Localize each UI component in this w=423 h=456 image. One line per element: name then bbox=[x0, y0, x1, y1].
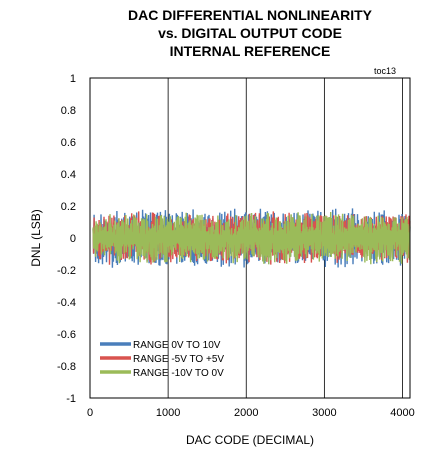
chart-title: DAC DIFFERENTIAL NONLINEARITY vs. DIGITA… bbox=[128, 7, 373, 59]
plot-frame bbox=[89, 77, 411, 399]
y-axis-label: DNL (LSB) bbox=[29, 209, 43, 267]
x-tick-label: 1000 bbox=[156, 407, 180, 419]
corner-note: toc13 bbox=[374, 66, 396, 76]
y-tick-label: 1 bbox=[70, 73, 76, 85]
chart-title-line-3: INTERNAL REFERENCE bbox=[170, 43, 331, 59]
x-axis-label: DAC CODE (DECIMAL) bbox=[186, 433, 314, 447]
x-tick-label: 0 bbox=[87, 407, 93, 419]
legend: RANGE 0V TO 10V RANGE -5V TO +5V RANGE -10… bbox=[100, 340, 224, 379]
y-axis-ticks: 1 0.8 0.6 0.4 0.2 0 -0.2 -0.4 -0.6 -0.8 -1 bbox=[57, 73, 76, 405]
y-tick-label: -0.4 bbox=[57, 297, 76, 309]
x-tick-label: 3000 bbox=[312, 407, 336, 419]
chart-title-line-2: vs. DIGITAL OUTPUT CODE bbox=[158, 25, 342, 41]
legend-label: RANGE -10V TO 0V bbox=[133, 368, 224, 379]
x-axis-ticks: 0 1000 2000 3000 4000 bbox=[87, 407, 415, 419]
y-tick-label: 0.8 bbox=[61, 105, 76, 117]
chart-title-line-1: DAC DIFFERENTIAL NONLINEARITY bbox=[128, 7, 373, 23]
series-lines bbox=[92, 208, 411, 268]
x-tick-label: 4000 bbox=[390, 407, 414, 419]
y-tick-label: -0.6 bbox=[57, 329, 76, 341]
y-tick-label: 0 bbox=[70, 233, 76, 245]
x-tick-label: 2000 bbox=[234, 407, 258, 419]
y-tick-label: -0.8 bbox=[57, 361, 76, 373]
y-tick-label: -1 bbox=[66, 393, 76, 405]
y-tick-label: 0.2 bbox=[61, 201, 76, 213]
legend-label: RANGE 0V TO 10V bbox=[133, 340, 221, 351]
series-line bbox=[92, 211, 411, 265]
legend-label: RANGE -5V TO +5V bbox=[133, 354, 224, 365]
y-tick-label: 0.4 bbox=[61, 169, 76, 181]
y-tick-label: -0.2 bbox=[57, 265, 76, 277]
y-tick-label: 0.6 bbox=[61, 137, 76, 149]
